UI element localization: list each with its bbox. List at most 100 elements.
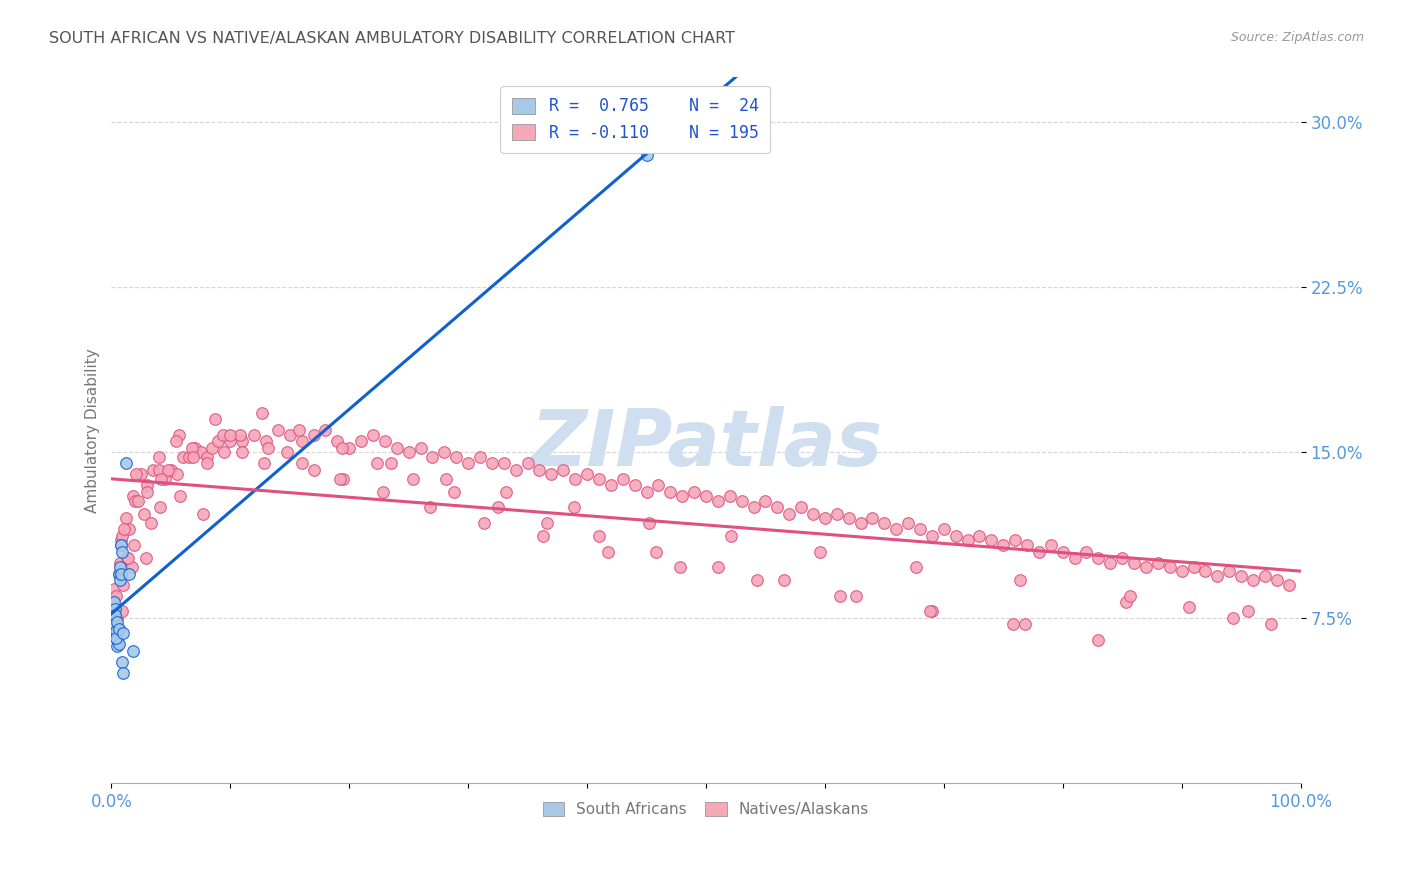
Point: [108, 573, 131, 587]
Point: [104, 599, 127, 614]
Point: [1222, 610, 1244, 624]
Point: [167, 427, 190, 442]
Point: [201, 441, 224, 455]
Point: [302, 463, 325, 477]
Point: [108, 560, 131, 574]
Point: [104, 610, 127, 624]
Point: [212, 427, 235, 442]
Point: [191, 507, 214, 521]
Point: [105, 640, 128, 654]
Point: [115, 551, 138, 566]
Point: [1230, 568, 1253, 582]
Point: [695, 489, 717, 503]
Point: [195, 456, 218, 470]
Point: [659, 485, 682, 500]
Point: [1099, 556, 1122, 570]
Y-axis label: Ambulatory Disability: Ambulatory Disability: [86, 348, 100, 513]
Point: [457, 456, 479, 470]
Point: [160, 463, 183, 477]
Point: [243, 427, 266, 442]
Point: [1014, 617, 1036, 632]
Point: [472, 516, 495, 530]
Point: [276, 445, 298, 459]
Point: [219, 427, 242, 442]
Point: [562, 500, 585, 515]
Point: [103, 582, 125, 596]
Point: [330, 441, 353, 455]
Point: [529, 463, 551, 477]
Point: [647, 478, 669, 492]
Point: [107, 566, 129, 581]
Point: [110, 533, 132, 548]
Point: [730, 493, 752, 508]
Text: ZIPatlas: ZIPatlas: [530, 407, 882, 483]
Point: [1028, 544, 1050, 558]
Legend: South Africans, Natives/Alaskans: South Africans, Natives/Alaskans: [536, 794, 877, 825]
Point: [361, 427, 384, 442]
Point: [267, 423, 290, 437]
Point: [1135, 560, 1157, 574]
Point: [111, 544, 134, 558]
Point: [231, 434, 253, 449]
Point: [969, 529, 991, 543]
Point: [745, 573, 768, 587]
Point: [1170, 565, 1192, 579]
Point: [742, 500, 765, 515]
Text: SOUTH AFRICAN VS NATIVE/ALASKAN AMBULATORY DISABILITY CORRELATION CHART: SOUTH AFRICAN VS NATIVE/ALASKAN AMBULATO…: [49, 31, 735, 46]
Point: [111, 529, 134, 543]
Point: [136, 485, 159, 500]
Point: [1063, 551, 1085, 566]
Point: [814, 511, 837, 525]
Point: [135, 551, 157, 566]
Point: [105, 615, 128, 629]
Point: [332, 472, 354, 486]
Point: [326, 434, 349, 449]
Point: [190, 445, 212, 459]
Point: [278, 427, 301, 442]
Point: [157, 463, 180, 477]
Point: [374, 434, 396, 449]
Point: [434, 472, 457, 486]
Point: [108, 556, 131, 570]
Point: [588, 529, 610, 543]
Point: [148, 450, 170, 464]
Point: [486, 500, 509, 515]
Point: [329, 472, 352, 486]
Point: [1115, 595, 1137, 609]
Point: [112, 665, 135, 680]
Point: [683, 485, 706, 500]
Point: [636, 147, 658, 161]
Point: [149, 500, 172, 515]
Point: [114, 456, 136, 470]
Point: [142, 463, 165, 477]
Point: [801, 507, 824, 521]
Point: [808, 544, 831, 558]
Point: [446, 450, 468, 464]
Point: [945, 529, 967, 543]
Point: [136, 478, 159, 492]
Point: [229, 427, 252, 442]
Point: [121, 560, 143, 574]
Point: [1001, 617, 1024, 632]
Point: [118, 566, 141, 581]
Point: [350, 434, 373, 449]
Point: [1087, 632, 1109, 647]
Point: [105, 610, 128, 624]
Point: [231, 445, 253, 459]
Point: [516, 456, 538, 470]
Point: [105, 624, 128, 638]
Point: [1111, 551, 1133, 566]
Point: [598, 544, 620, 558]
Point: [104, 602, 127, 616]
Point: [214, 445, 236, 459]
Point: [612, 472, 634, 486]
Point: [107, 637, 129, 651]
Point: [165, 434, 187, 449]
Point: [718, 489, 741, 503]
Point: [252, 456, 274, 470]
Point: [110, 538, 132, 552]
Point: [495, 485, 517, 500]
Point: [905, 560, 928, 574]
Point: [1241, 573, 1264, 587]
Point: [790, 500, 813, 515]
